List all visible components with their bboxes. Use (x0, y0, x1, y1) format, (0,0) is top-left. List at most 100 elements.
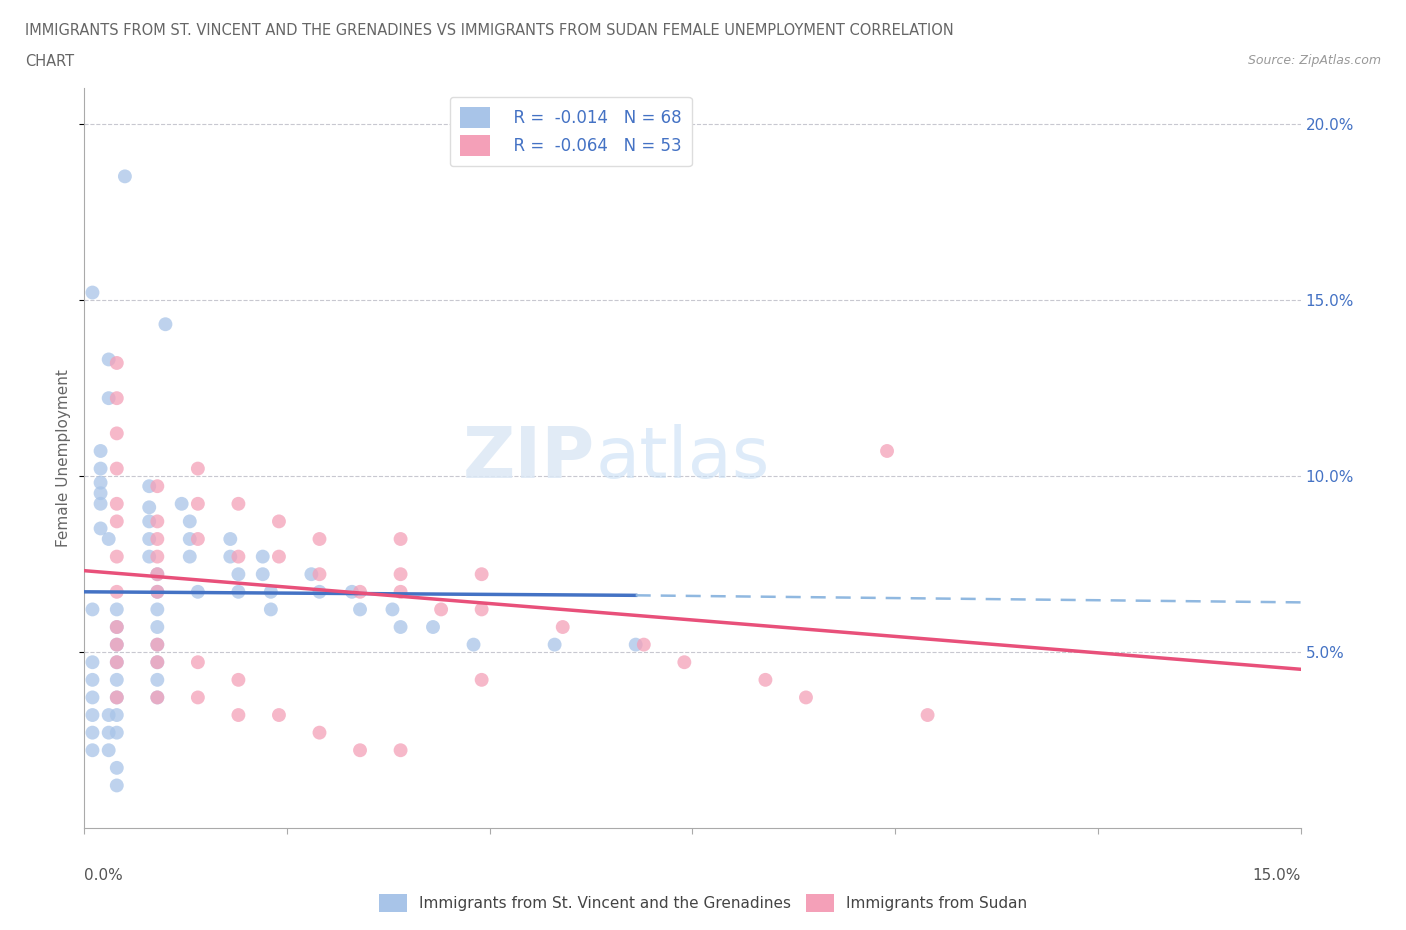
Point (90, 475, 112, 490)
Point (105, 637, 128, 652)
Point (138, 549, 160, 564)
Point (105, 655, 128, 670)
Point (389, 566, 412, 581)
Point (105, 761, 128, 776)
Text: ZIP: ZIP (463, 423, 595, 493)
Point (260, 584, 283, 599)
Point (308, 566, 330, 581)
Point (179, 549, 201, 564)
Point (673, 655, 696, 670)
Point (90, 497, 112, 512)
Point (105, 584, 128, 599)
Text: CHART: CHART (25, 54, 75, 69)
Point (146, 532, 169, 547)
Point (179, 532, 201, 547)
Point (82, 690, 104, 705)
Point (471, 566, 494, 581)
Point (308, 725, 330, 740)
Point (105, 391, 128, 405)
Point (146, 566, 169, 581)
Point (146, 602, 169, 617)
Point (876, 444, 898, 458)
Point (138, 479, 160, 494)
Point (228, 497, 250, 512)
Point (228, 708, 250, 723)
Point (146, 566, 169, 581)
Point (82, 286, 104, 300)
Point (794, 690, 817, 705)
Point (97, 725, 120, 740)
Point (219, 549, 242, 564)
Text: atlas: atlas (595, 423, 769, 493)
Point (389, 743, 412, 758)
Point (624, 637, 647, 652)
Point (187, 690, 209, 705)
Point (90, 521, 112, 536)
Text: 0.0%: 0.0% (84, 869, 124, 883)
Legend:   R =  -0.014   N = 68,   R =  -0.064   N = 53: R = -0.014 N = 68, R = -0.064 N = 53 (450, 97, 692, 166)
Point (471, 602, 494, 617)
Point (146, 514, 169, 529)
Point (90, 461, 112, 476)
Point (252, 549, 274, 564)
Point (146, 479, 169, 494)
Point (228, 566, 250, 581)
Point (187, 584, 209, 599)
Point (187, 532, 209, 547)
Point (90, 485, 112, 500)
Point (114, 169, 136, 184)
Point (105, 461, 128, 476)
Point (349, 743, 371, 758)
Point (299, 566, 322, 581)
Point (389, 584, 412, 599)
Point (146, 690, 169, 705)
Point (105, 602, 128, 617)
Point (138, 500, 160, 515)
Point (97, 391, 120, 405)
Point (430, 602, 453, 617)
Point (551, 619, 574, 634)
Point (308, 584, 330, 599)
Point (260, 602, 283, 617)
Point (228, 584, 250, 599)
Point (82, 655, 104, 670)
Point (267, 514, 290, 529)
Point (105, 426, 128, 441)
Point (187, 461, 209, 476)
Point (105, 690, 128, 705)
Point (105, 637, 128, 652)
Text: IMMIGRANTS FROM ST. VINCENT AND THE GRENADINES VS IMMIGRANTS FROM SUDAN FEMALE U: IMMIGRANTS FROM ST. VINCENT AND THE GREN… (25, 23, 955, 38)
Point (82, 708, 104, 723)
Point (146, 655, 169, 670)
Point (82, 672, 104, 687)
Point (543, 637, 565, 652)
Point (228, 672, 250, 687)
Point (146, 690, 169, 705)
Point (381, 602, 404, 617)
Point (146, 584, 169, 599)
Point (267, 708, 290, 723)
Point (105, 690, 128, 705)
Point (97, 352, 120, 367)
Point (633, 637, 655, 652)
Point (219, 532, 242, 547)
Point (97, 532, 120, 547)
Point (146, 549, 169, 564)
Point (105, 619, 128, 634)
Point (308, 532, 330, 547)
Point (105, 619, 128, 634)
Point (105, 514, 128, 529)
Point (105, 708, 128, 723)
Point (146, 655, 169, 670)
Point (349, 602, 371, 617)
Point (340, 584, 363, 599)
Point (170, 497, 193, 512)
Point (105, 549, 128, 564)
Point (389, 619, 412, 634)
Point (146, 672, 169, 687)
Point (138, 514, 160, 529)
Text: 15.0%: 15.0% (1253, 869, 1301, 883)
Point (105, 497, 128, 512)
Point (917, 708, 939, 723)
Text: Source: ZipAtlas.com: Source: ZipAtlas.com (1247, 54, 1381, 67)
